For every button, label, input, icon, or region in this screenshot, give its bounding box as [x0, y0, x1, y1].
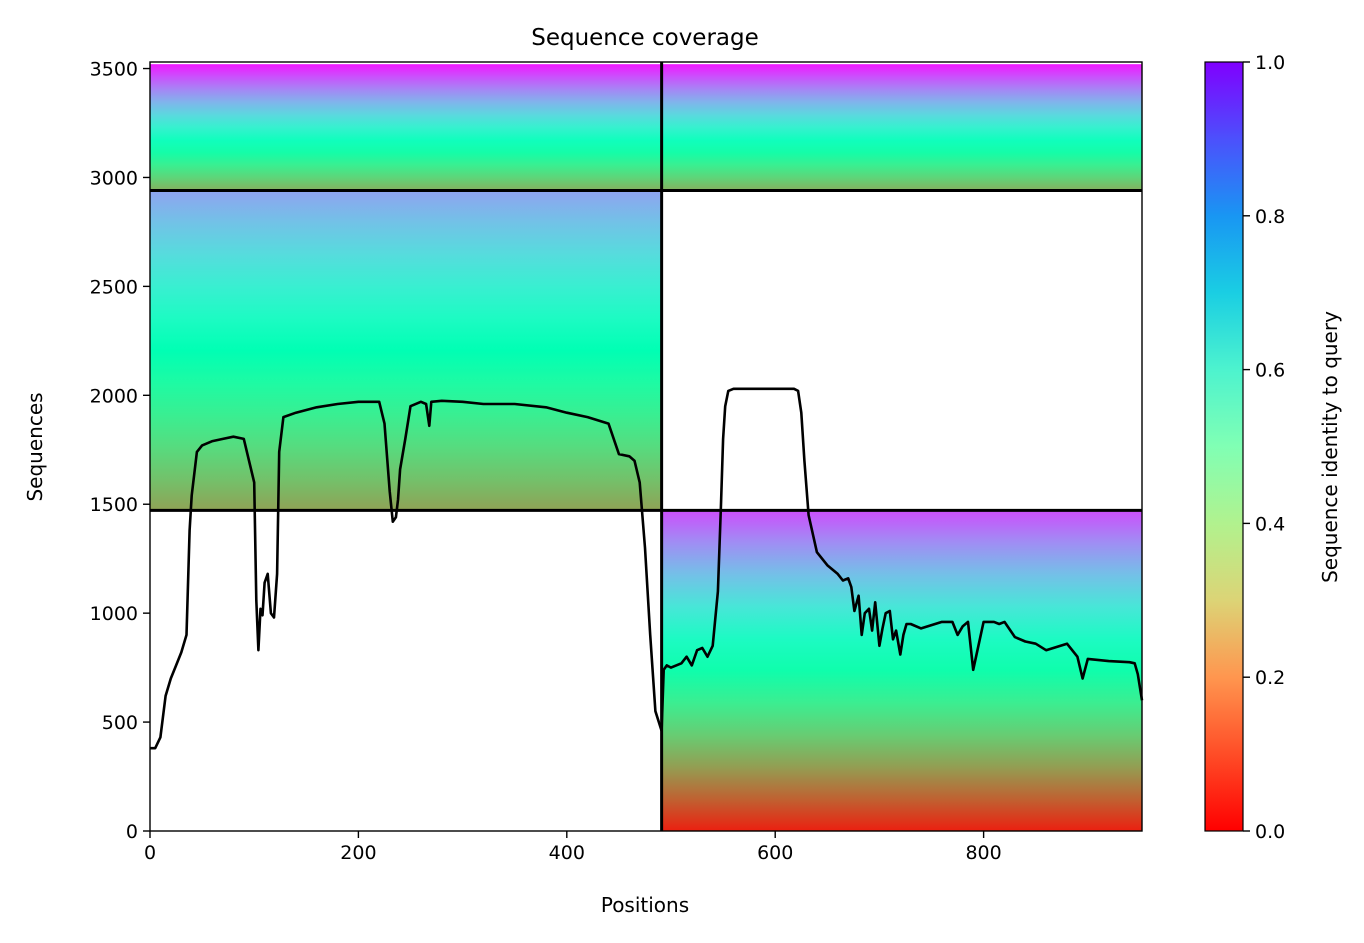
y-axis-label: Sequences — [23, 392, 47, 501]
colorbar-tick-label: 0.4 — [1255, 513, 1285, 535]
colorbar-ticks: 0.0 0.2 0.4 0.6 0.8 1.0 — [1243, 52, 1285, 843]
x-tick-label: 0 — [144, 842, 156, 864]
y-tick-label: 1500 — [90, 494, 138, 516]
colorbar — [1204, 61, 1244, 832]
colorbar-tick-label: 0.8 — [1255, 206, 1285, 228]
colorbar-tick-label: 0.2 — [1255, 667, 1285, 689]
heatmap-block-chain2-3 — [661, 510, 1142, 831]
plot-frame — [149, 61, 1143, 832]
coverage-line — [150, 387, 1144, 750]
heatmap-block-chain1-2 — [150, 190, 662, 511]
x-axis-label: Positions — [601, 893, 689, 917]
y-tick-label: 3000 — [90, 167, 138, 189]
coverage-line-layer — [150, 387, 1144, 750]
y-tick-label: 2000 — [90, 385, 138, 407]
y-tick-label: 500 — [102, 712, 138, 734]
heatmap-block-chain2-1 — [661, 64, 1142, 191]
colorbar-tick-label: 0.0 — [1255, 821, 1285, 843]
axes: 0 200 400 600 800 0 500 1000 1500 2000 2500 3000 350… — [90, 59, 1143, 864]
chart-title: Sequence coverage — [531, 25, 759, 51]
heatmap-blocks — [150, 64, 1142, 831]
colorbar-tick-label: 0.6 — [1255, 360, 1285, 382]
colorbar-label: Sequence identity to query — [1318, 311, 1342, 583]
x-tick-label: 400 — [549, 842, 585, 864]
x-tick-label: 800 — [965, 842, 1001, 864]
x-tick-label: 600 — [757, 842, 793, 864]
heatmap-block-chain1-0 — [150, 64, 662, 191]
y-tick-label: 3500 — [90, 59, 138, 81]
y-tick-label: 1000 — [90, 603, 138, 625]
x-tick-label: 200 — [340, 842, 376, 864]
y-tick-label: 0 — [126, 821, 138, 843]
colorbar-tick-label: 1.0 — [1255, 52, 1285, 74]
y-tick-label: 2500 — [90, 276, 138, 298]
